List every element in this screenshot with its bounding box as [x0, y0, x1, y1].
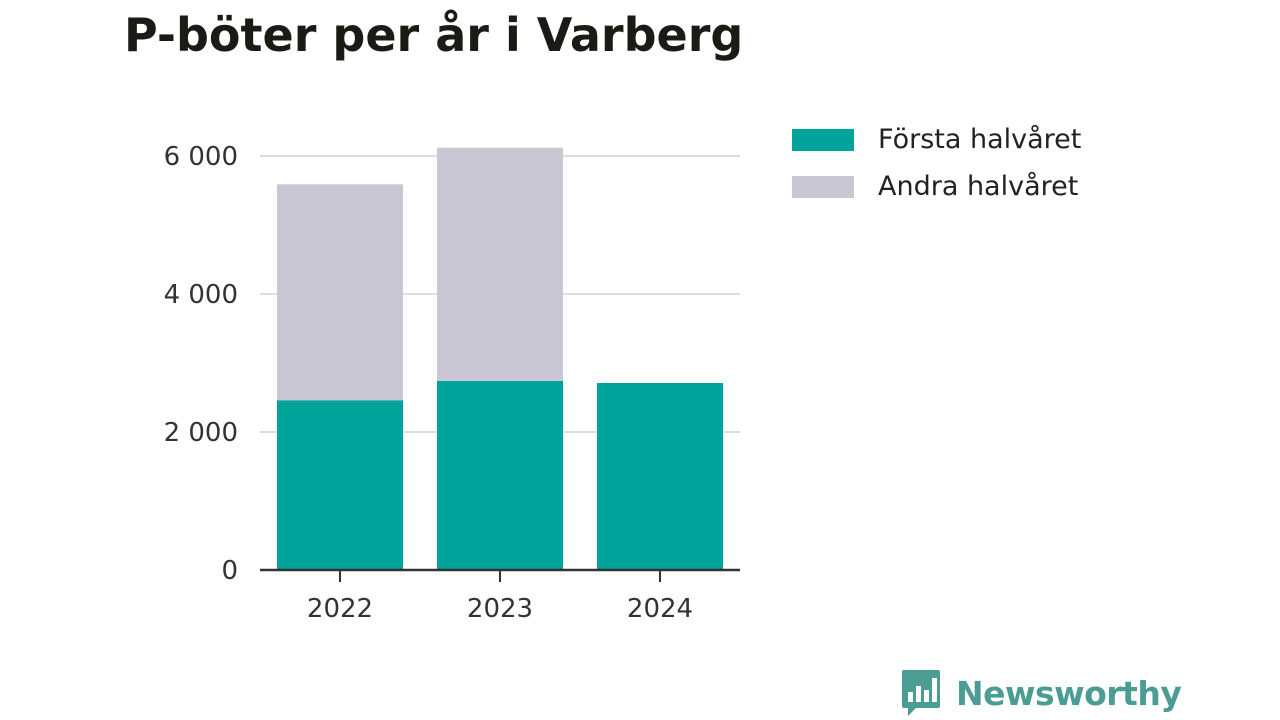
x-tick-label: 2024: [627, 594, 693, 624]
legend-swatch-first-half: [792, 128, 854, 151]
y-axis-labels: 0 2 000 4 000 6 000: [164, 142, 238, 586]
y-tick-label: 2 000: [164, 418, 238, 448]
bar-first-half-2024: [597, 383, 723, 570]
y-tick-label: 0: [221, 556, 238, 586]
x-tick-label: 2022: [307, 594, 373, 624]
bar-second-half-2023: [437, 147, 563, 381]
y-tick-label: 4 000: [164, 280, 238, 310]
brand-name: Newsworthy: [956, 673, 1182, 713]
x-axis-labels: 2022 2023 2024: [307, 594, 693, 624]
legend-label-first-half: Första halvåret: [878, 124, 1082, 155]
bar-first-half-2022: [277, 400, 403, 570]
y-tick-label: 6 000: [164, 142, 238, 172]
bars: [277, 147, 723, 570]
x-axis: [260, 568, 740, 582]
legend: Första halvåret Andra halvåret: [792, 116, 1081, 210]
legend-swatch-second-half: [792, 175, 854, 198]
legend-item-first-half: Första halvåret: [792, 116, 1081, 163]
x-tick-label: 2023: [467, 594, 533, 624]
chart-title: P-böter per år i Varberg: [124, 8, 744, 62]
bar-first-half-2023: [437, 380, 563, 570]
bar-chart-speech-bubble-icon: [902, 670, 940, 716]
brand-logo: Newsworthy: [900, 668, 1182, 718]
bar-second-half-2022: [277, 184, 403, 401]
legend-item-second-half: Andra halvåret: [792, 163, 1081, 210]
legend-label-second-half: Andra halvåret: [878, 171, 1079, 202]
